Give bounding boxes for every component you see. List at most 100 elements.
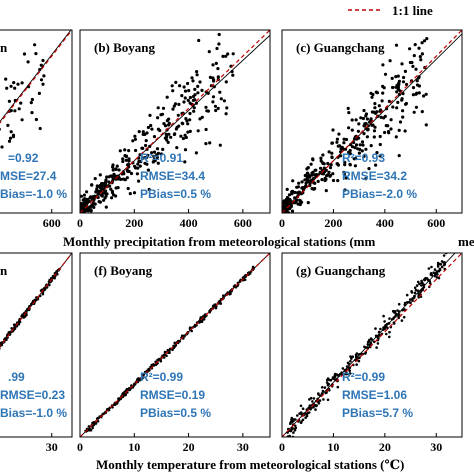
data-point bbox=[320, 178, 324, 182]
data-point bbox=[208, 75, 212, 79]
data-point bbox=[312, 397, 316, 400]
data-point bbox=[225, 106, 229, 110]
plot-frame bbox=[0, 29, 73, 214]
data-point bbox=[178, 84, 182, 88]
data-point bbox=[163, 124, 168, 128]
data-point bbox=[321, 161, 325, 165]
data-point bbox=[413, 43, 417, 47]
data-point bbox=[127, 169, 131, 174]
data-point bbox=[358, 147, 362, 151]
data-point bbox=[374, 327, 377, 330]
data-point bbox=[155, 147, 160, 151]
data-point bbox=[148, 113, 152, 117]
data-point bbox=[301, 407, 305, 411]
stat-label: PBias=5.7 % bbox=[342, 406, 413, 420]
data-point bbox=[98, 173, 102, 177]
data-point bbox=[175, 146, 179, 150]
data-point bbox=[123, 178, 127, 182]
data-point bbox=[323, 176, 327, 180]
data-point bbox=[436, 273, 439, 276]
data-point bbox=[123, 154, 127, 158]
data-point bbox=[417, 75, 421, 79]
data-point bbox=[37, 91, 42, 95]
data-point bbox=[312, 187, 316, 191]
data-point bbox=[424, 92, 428, 96]
data-point bbox=[11, 135, 16, 139]
data-point bbox=[350, 128, 354, 132]
data-point bbox=[414, 105, 418, 109]
data-point bbox=[343, 188, 347, 192]
data-point bbox=[388, 330, 391, 334]
data-point bbox=[188, 95, 192, 100]
data-point bbox=[391, 105, 395, 109]
data-point bbox=[182, 100, 186, 104]
data-point bbox=[93, 177, 97, 181]
data-point bbox=[152, 154, 156, 158]
data-point bbox=[353, 164, 357, 168]
data-point bbox=[401, 80, 406, 84]
x-tick-label: 600 bbox=[43, 216, 61, 230]
data-point bbox=[224, 54, 228, 58]
data-point bbox=[349, 359, 352, 363]
panel-title: (c) Guangchang bbox=[296, 40, 385, 55]
data-point bbox=[124, 158, 128, 162]
data-point bbox=[195, 73, 199, 77]
data-point bbox=[324, 189, 328, 193]
data-point bbox=[136, 166, 140, 170]
data-point bbox=[328, 174, 332, 178]
data-point bbox=[38, 126, 42, 131]
data-point bbox=[420, 284, 423, 287]
stat-label: RMSE=0.23 bbox=[0, 388, 65, 402]
data-point bbox=[282, 204, 286, 208]
data-point bbox=[214, 108, 218, 113]
stat-label: RMSE=1.06 bbox=[342, 388, 407, 402]
data-point bbox=[217, 32, 221, 37]
data-point bbox=[314, 408, 317, 411]
panel-3: n .99 RMSE=0.23 Bias=-1.0 % 30 bbox=[0, 252, 73, 454]
data-point bbox=[365, 117, 369, 121]
data-point bbox=[391, 85, 395, 90]
data-point bbox=[191, 94, 196, 99]
data-point bbox=[152, 158, 157, 163]
data-point bbox=[420, 41, 424, 45]
data-point bbox=[335, 373, 339, 376]
plot-frame bbox=[79, 252, 271, 438]
data-point bbox=[364, 112, 368, 116]
data-point bbox=[181, 136, 185, 141]
data-point bbox=[200, 115, 204, 119]
data-point bbox=[191, 98, 195, 102]
x-tick-label: 20 bbox=[183, 440, 195, 454]
data-point bbox=[375, 151, 379, 155]
data-point bbox=[324, 391, 328, 395]
data-point bbox=[0, 347, 1, 350]
data-point bbox=[82, 193, 86, 197]
data-point bbox=[26, 60, 30, 64]
data-point bbox=[145, 131, 149, 135]
data-point bbox=[400, 62, 404, 66]
data-point bbox=[161, 106, 166, 110]
data-point bbox=[439, 262, 442, 266]
data-point bbox=[41, 58, 45, 63]
data-point bbox=[382, 86, 386, 90]
data-point bbox=[366, 340, 370, 344]
data-point bbox=[290, 209, 295, 213]
stat-label: PBias=0.5 % bbox=[140, 406, 211, 420]
data-point bbox=[327, 150, 331, 154]
data-point bbox=[387, 131, 391, 135]
data-point bbox=[5, 86, 9, 90]
data-point bbox=[348, 366, 352, 370]
x-tick-label: 600 bbox=[234, 216, 252, 230]
data-point bbox=[357, 122, 361, 126]
data-point bbox=[127, 159, 131, 163]
data-point bbox=[420, 110, 424, 114]
data-point bbox=[335, 140, 339, 144]
data-point bbox=[309, 406, 313, 410]
data-point bbox=[357, 359, 361, 363]
data-point bbox=[335, 137, 339, 141]
plot-frame bbox=[79, 29, 271, 214]
data-point bbox=[369, 144, 373, 148]
data-point bbox=[380, 99, 384, 103]
data-point bbox=[173, 341, 176, 345]
data-point bbox=[100, 182, 104, 186]
